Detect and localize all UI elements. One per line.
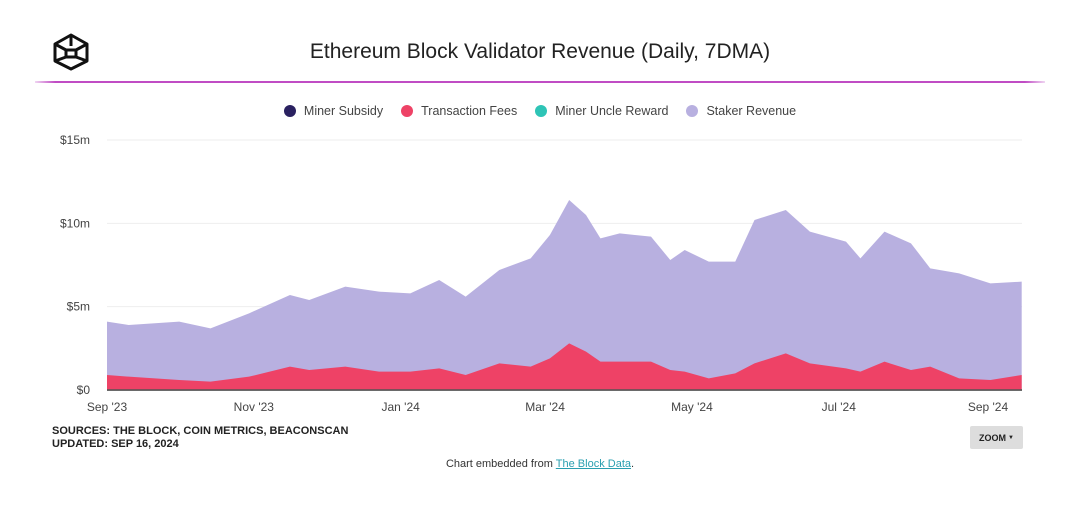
y-tick-label: $10m (60, 216, 90, 230)
x-tick-label: Mar '24 (525, 400, 565, 414)
legend-item[interactable]: Staker Revenue (686, 104, 796, 118)
sources-text: SOURCES: THE BLOCK, COIN METRICS, BEACON… (52, 425, 349, 437)
caret-down-icon: ▼ (1008, 434, 1014, 441)
legend-label: Miner Subsidy (303, 104, 384, 118)
legend-label: Miner Uncle Reward (555, 104, 669, 118)
x-tick-label: Jan '24 (382, 400, 421, 414)
y-tick-label: $0 (77, 383, 91, 397)
legend-item[interactable]: Miner Uncle Reward (535, 104, 668, 118)
updated-text: UPDATED: SEP 16, 2024 (52, 438, 179, 450)
area-staker-revenue (107, 200, 1022, 390)
y-tick-label: $5m (67, 300, 90, 314)
legend: Miner Subsidy Transaction Fees Miner Uncle… (0, 104, 1080, 118)
x-tick-label: May '24 (671, 400, 713, 414)
area-transaction-fees (107, 343, 1022, 390)
chart-plot: $0 $5m $10m $15m Sep '23 Nov '23 Jan '24 Mar '2… (60, 133, 1022, 414)
zoom-label: ZOOM (979, 432, 1007, 443)
legend-dot-icon (283, 105, 296, 117)
legend-item[interactable]: Miner Subsidy (283, 104, 384, 118)
embed-prefix: Chart embedded from (445, 458, 556, 470)
zoom-button[interactable]: ZOOM ▼ (970, 426, 1023, 449)
legend-item[interactable]: Transaction Fees (401, 104, 517, 118)
x-tick-label: Sep '24 (968, 400, 1009, 414)
x-tick-label: Jul '24 (822, 400, 857, 414)
legend-dot-icon (686, 105, 699, 117)
legend-label: Staker Revenue (706, 104, 797, 118)
sources-note: SOURCES: THE BLOCK, COIN METRICS, BEACON… (52, 425, 348, 451)
y-tick-label: $15m (60, 133, 90, 147)
x-tick-label: Sep '23 (87, 400, 128, 414)
chart-title: Ethereum Block Validator Revenue (Daily,… (309, 40, 771, 63)
embed-suffix: . (631, 458, 635, 470)
title-divider (35, 81, 1045, 83)
the-block-data-link[interactable]: The Block Data (555, 458, 631, 470)
legend-label: Transaction Fees (421, 104, 518, 118)
legend-dot-icon (535, 105, 548, 117)
embed-note: Chart embedded from The Block Data. (0, 458, 1080, 470)
x-tick-label: Nov '23 (234, 400, 275, 414)
the-block-logo (53, 33, 89, 71)
legend-dot-icon (401, 105, 414, 117)
